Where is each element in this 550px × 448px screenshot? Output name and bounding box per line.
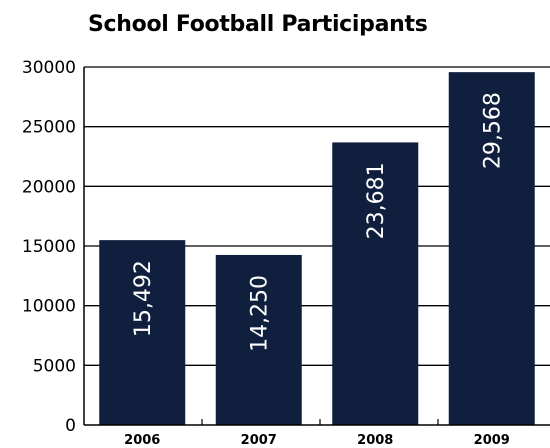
bar-2008	[332, 142, 419, 425]
data-label: 29,568	[481, 92, 506, 169]
data-label: 15,492	[131, 260, 156, 337]
x-tick-label: 2009	[474, 433, 510, 448]
y-tick-label: 5000	[33, 356, 76, 376]
data-label: 14,250	[248, 275, 273, 352]
y-tick-label: 15000	[22, 237, 76, 257]
bar-2007	[215, 254, 302, 425]
y-tick-label: 25000	[22, 118, 76, 138]
chart-title: School Football Participants	[88, 12, 428, 37]
labels-group: 0 5000 10000 15000 20000 25000 30000 2006 15,492…	[22, 58, 510, 448]
axes-group	[83, 67, 550, 426]
bar-2006	[99, 240, 186, 425]
y-tick-label: 10000	[22, 297, 76, 317]
bars-group	[99, 72, 535, 425]
data-label: 23,681	[364, 162, 389, 239]
x-tick-label: 2008	[357, 433, 393, 448]
bar-2009	[448, 72, 535, 425]
x-tick-label: 2007	[241, 433, 277, 448]
y-tick-label: 0	[65, 416, 76, 436]
y-tick-label: 20000	[22, 177, 76, 197]
y-tick-label: 30000	[22, 58, 76, 78]
x-tick-label: 2006	[124, 433, 160, 448]
